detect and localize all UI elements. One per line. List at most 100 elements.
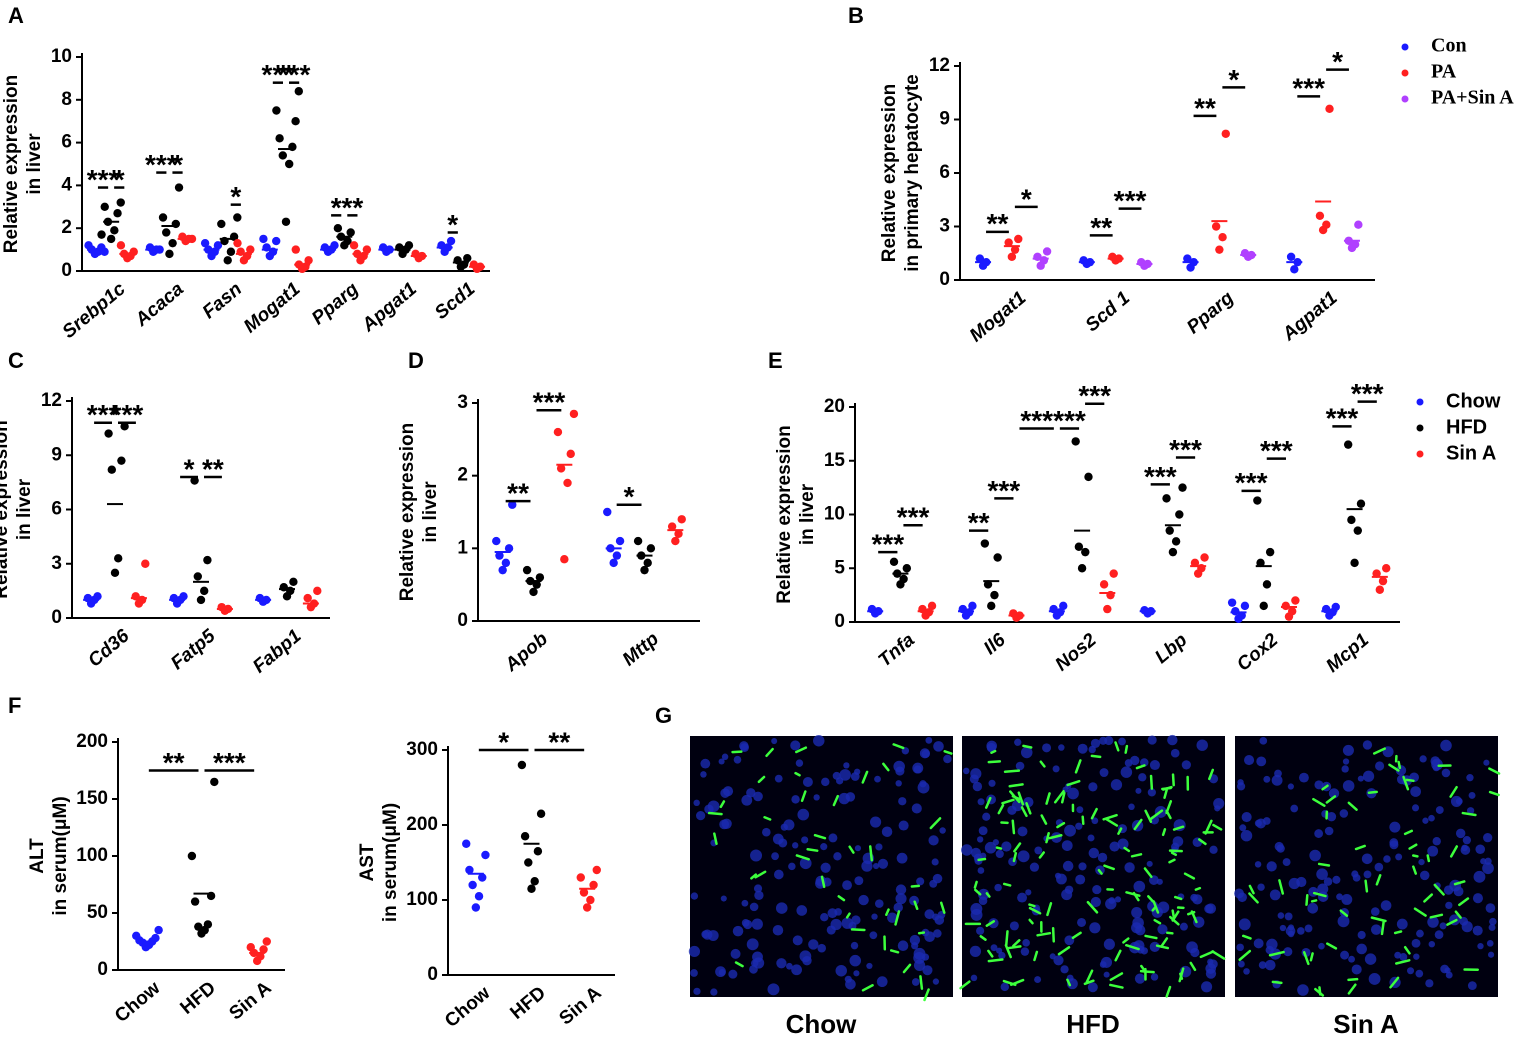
nucleus: [911, 978, 920, 986]
lipid-stain: [806, 847, 819, 852]
lipid-stain: [1009, 978, 1025, 986]
lipid-stain: [923, 988, 930, 1002]
data-point: [1081, 547, 1090, 557]
data-point: [262, 937, 271, 946]
nucleus: [933, 929, 942, 938]
data-point: [579, 888, 589, 897]
data-point: [671, 536, 680, 546]
nucleus: [1236, 782, 1246, 791]
nucleus: [1484, 857, 1492, 865]
nucleus: [1342, 780, 1355, 792]
nucleus: [1304, 924, 1313, 933]
x-tick-label: Cd36: [84, 625, 133, 671]
data-point: [1103, 604, 1112, 614]
nucleus: [1362, 740, 1373, 750]
data-point: [529, 587, 538, 597]
lipid-stain: [707, 811, 723, 816]
lipid-stain: [1453, 880, 1466, 886]
lipid-stain: [919, 975, 924, 990]
lipid-stain: [984, 796, 992, 809]
nucleus: [1301, 947, 1311, 958]
data-point: [975, 254, 985, 263]
lipid-stain: [997, 804, 1005, 815]
data-point: [980, 539, 990, 548]
data-point: [168, 238, 177, 248]
lipid-stain: [1198, 838, 1207, 846]
nucleus: [1254, 819, 1262, 827]
nucleus: [802, 955, 812, 966]
lipid-stain: [1268, 950, 1285, 957]
nucleus: [1284, 912, 1293, 921]
nucleus: [1256, 756, 1267, 767]
nucleus: [872, 862, 880, 870]
significance-label: ***: [262, 59, 295, 90]
data-point: [194, 922, 203, 931]
data-point: [592, 865, 601, 875]
nucleus: [875, 843, 883, 851]
data-point: [501, 558, 511, 568]
lipid-stain: [892, 743, 905, 750]
lipid-stain: [1085, 969, 1094, 984]
nucleus: [1061, 840, 1073, 851]
nucleus: [1486, 939, 1494, 947]
lipid-stain: [1124, 744, 1129, 754]
y-tick-label: 9: [51, 444, 62, 465]
significance-label: ***: [988, 475, 1021, 506]
lipid-stain: [1005, 930, 1009, 946]
data-point: [1259, 601, 1268, 611]
lipid-stain: [1339, 909, 1349, 917]
legend-marker: [1401, 95, 1409, 103]
nucleus: [728, 969, 738, 979]
lipid-stain: [1168, 915, 1180, 926]
data-point: [200, 586, 209, 596]
nucleus: [1237, 892, 1247, 903]
data-point: [517, 760, 527, 770]
data-point: [1378, 576, 1388, 586]
nucleus: [977, 798, 985, 806]
nucleus: [1134, 973, 1146, 984]
nucleus: [843, 762, 850, 769]
significance-label: ***: [1078, 380, 1111, 411]
nucleus: [1254, 861, 1262, 868]
x-tick-label: Mogat1: [966, 288, 1030, 347]
nucleus: [874, 899, 884, 908]
data-point: [446, 236, 456, 246]
lipid-stain: [1125, 891, 1141, 897]
lipid-stain: [1090, 807, 1098, 820]
lipid-stain: [1046, 902, 1053, 917]
nucleus: [1271, 774, 1283, 786]
nucleus: [970, 903, 983, 915]
lipid-stain: [1449, 845, 1459, 858]
x-tick-label: Tnfa: [875, 629, 920, 671]
data-point: [524, 858, 533, 867]
nucleus: [1092, 884, 1102, 895]
nucleus: [963, 767, 970, 775]
legend-label: Chow: [1446, 390, 1501, 412]
nucleus: [893, 760, 905, 773]
nucleus: [1110, 779, 1123, 791]
y-tick-label: 2: [457, 465, 468, 486]
x-tick-label: Pparg: [308, 278, 363, 329]
nucleus: [1363, 870, 1372, 879]
nucleus: [998, 951, 1006, 960]
nucleus: [1370, 907, 1380, 916]
lipid-stain: [1454, 910, 1462, 919]
nucleus: [1466, 807, 1475, 815]
data-point: [1315, 211, 1325, 220]
lipid-stain: [1028, 918, 1034, 925]
data-point: [532, 580, 541, 589]
y-tick-label: 3: [51, 553, 62, 574]
lipid-stain: [987, 949, 994, 958]
data-point: [279, 583, 288, 592]
data-point: [303, 593, 312, 603]
x-tick-label: Nos2: [1051, 629, 1100, 675]
y-tick-label: 12: [41, 390, 62, 411]
nucleus: [693, 799, 700, 807]
x-tick-label: Srebp1c: [59, 278, 130, 343]
nucleus: [1441, 768, 1451, 778]
nucleus: [1488, 923, 1496, 931]
nucleus: [1427, 916, 1439, 928]
data-point: [281, 217, 291, 226]
nucleus: [718, 758, 725, 765]
nucleus: [792, 842, 799, 849]
